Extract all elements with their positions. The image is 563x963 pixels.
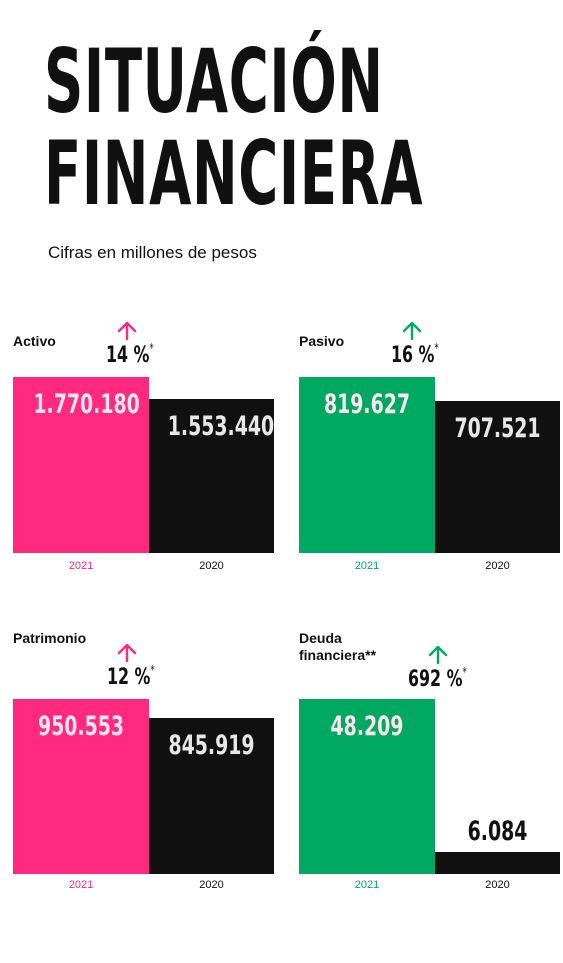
bar-2021 xyxy=(299,699,435,874)
bar-2021 xyxy=(13,377,149,553)
growth-percent: 692 %* xyxy=(408,665,467,692)
growth-value: 692 % xyxy=(408,667,463,692)
page-title: SITUACIÓN FINANCIERA xyxy=(44,36,423,220)
chart-title: Patrimonio xyxy=(13,630,87,646)
growth-value: 16 % xyxy=(391,343,435,368)
year-label-2021: 2021 xyxy=(68,879,94,891)
year-label-2021: 2021 xyxy=(68,560,94,572)
chart-title: Activo xyxy=(13,333,56,349)
year-label-2020: 2020 xyxy=(485,879,510,891)
bar-2020 xyxy=(149,718,274,874)
up-arrow-icon xyxy=(428,645,448,665)
chart-title: Pasivo xyxy=(299,333,345,349)
bar-2021 xyxy=(299,377,435,553)
up-arrow-icon xyxy=(402,321,422,341)
bar-value-label: 1.770.180 xyxy=(33,389,140,420)
bar-value-label: 48.209 xyxy=(330,711,404,742)
growth-value: 12 % xyxy=(107,665,151,690)
title-line-1: SITUACIÓN xyxy=(44,30,384,133)
bar-value-label: 1.553.440 xyxy=(167,411,275,442)
bar-value-label: 950.553 xyxy=(37,711,125,742)
growth-footnote-mark: * xyxy=(462,665,467,679)
bar-2020 xyxy=(149,399,274,553)
growth-percent: 16 %* xyxy=(391,341,439,368)
up-arrow-icon xyxy=(117,321,137,341)
year-label-2021: 2021 xyxy=(354,560,380,572)
bar-value-label: 819.627 xyxy=(323,389,411,420)
growth-value: 14 % xyxy=(106,343,150,368)
year-label-2021: 2021 xyxy=(354,879,380,891)
growth-percent: 12 %* xyxy=(107,663,155,690)
bar-2020 xyxy=(435,401,560,553)
growth-footnote-mark: * xyxy=(149,341,154,355)
year-label-2020: 2020 xyxy=(485,560,510,572)
bar-value-label: 707.521 xyxy=(454,413,541,444)
bar-value-label: 845.919 xyxy=(168,730,255,761)
subtitle: Cifras en millones de pesos xyxy=(48,243,257,262)
chart-title: Deuda financiera** xyxy=(299,630,377,663)
bar-2020 xyxy=(435,852,560,874)
up-arrow-icon xyxy=(117,643,137,663)
growth-footnote-mark: * xyxy=(434,341,439,355)
year-label-2020: 2020 xyxy=(199,560,224,572)
bar-2021 xyxy=(13,699,149,874)
growth-footnote-mark: * xyxy=(150,663,155,677)
year-label-2020: 2020 xyxy=(199,879,224,891)
bar-value-label: 6.084 xyxy=(467,816,528,847)
title-line-2: FINANCIERA xyxy=(44,122,424,225)
growth-percent: 14 %* xyxy=(106,341,154,368)
